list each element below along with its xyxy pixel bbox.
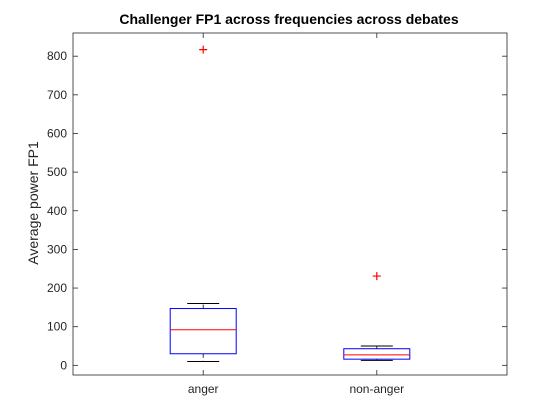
box-anger <box>169 308 237 355</box>
y-tick-label: 100 <box>47 320 67 334</box>
y-tick-label: 800 <box>47 49 67 63</box>
y-tick-label: 600 <box>47 126 67 140</box>
y-tick-label: 300 <box>47 242 67 256</box>
x-tick-label-non-anger: non-anger <box>349 382 404 396</box>
y-tick-label: 0 <box>60 358 67 372</box>
box-non-anger <box>343 348 411 360</box>
y-tick-label: 700 <box>47 88 67 102</box>
outlier-non-anger <box>372 272 381 281</box>
chart-title: Challenger FP1 across frequencies across… <box>119 11 458 27</box>
y-tick-label: 400 <box>47 204 67 218</box>
y-tick-label: 200 <box>47 281 67 295</box>
outlier-anger <box>199 45 208 54</box>
y-axis-label: Average power FP1 <box>25 141 41 265</box>
axes-box <box>72 32 508 376</box>
plot-area: 0 100 200 300 400 500 600 700 800 anger non-anger <box>47 32 508 396</box>
y-tick-label: 500 <box>47 165 67 179</box>
x-tick-label-anger: anger <box>188 382 219 396</box>
